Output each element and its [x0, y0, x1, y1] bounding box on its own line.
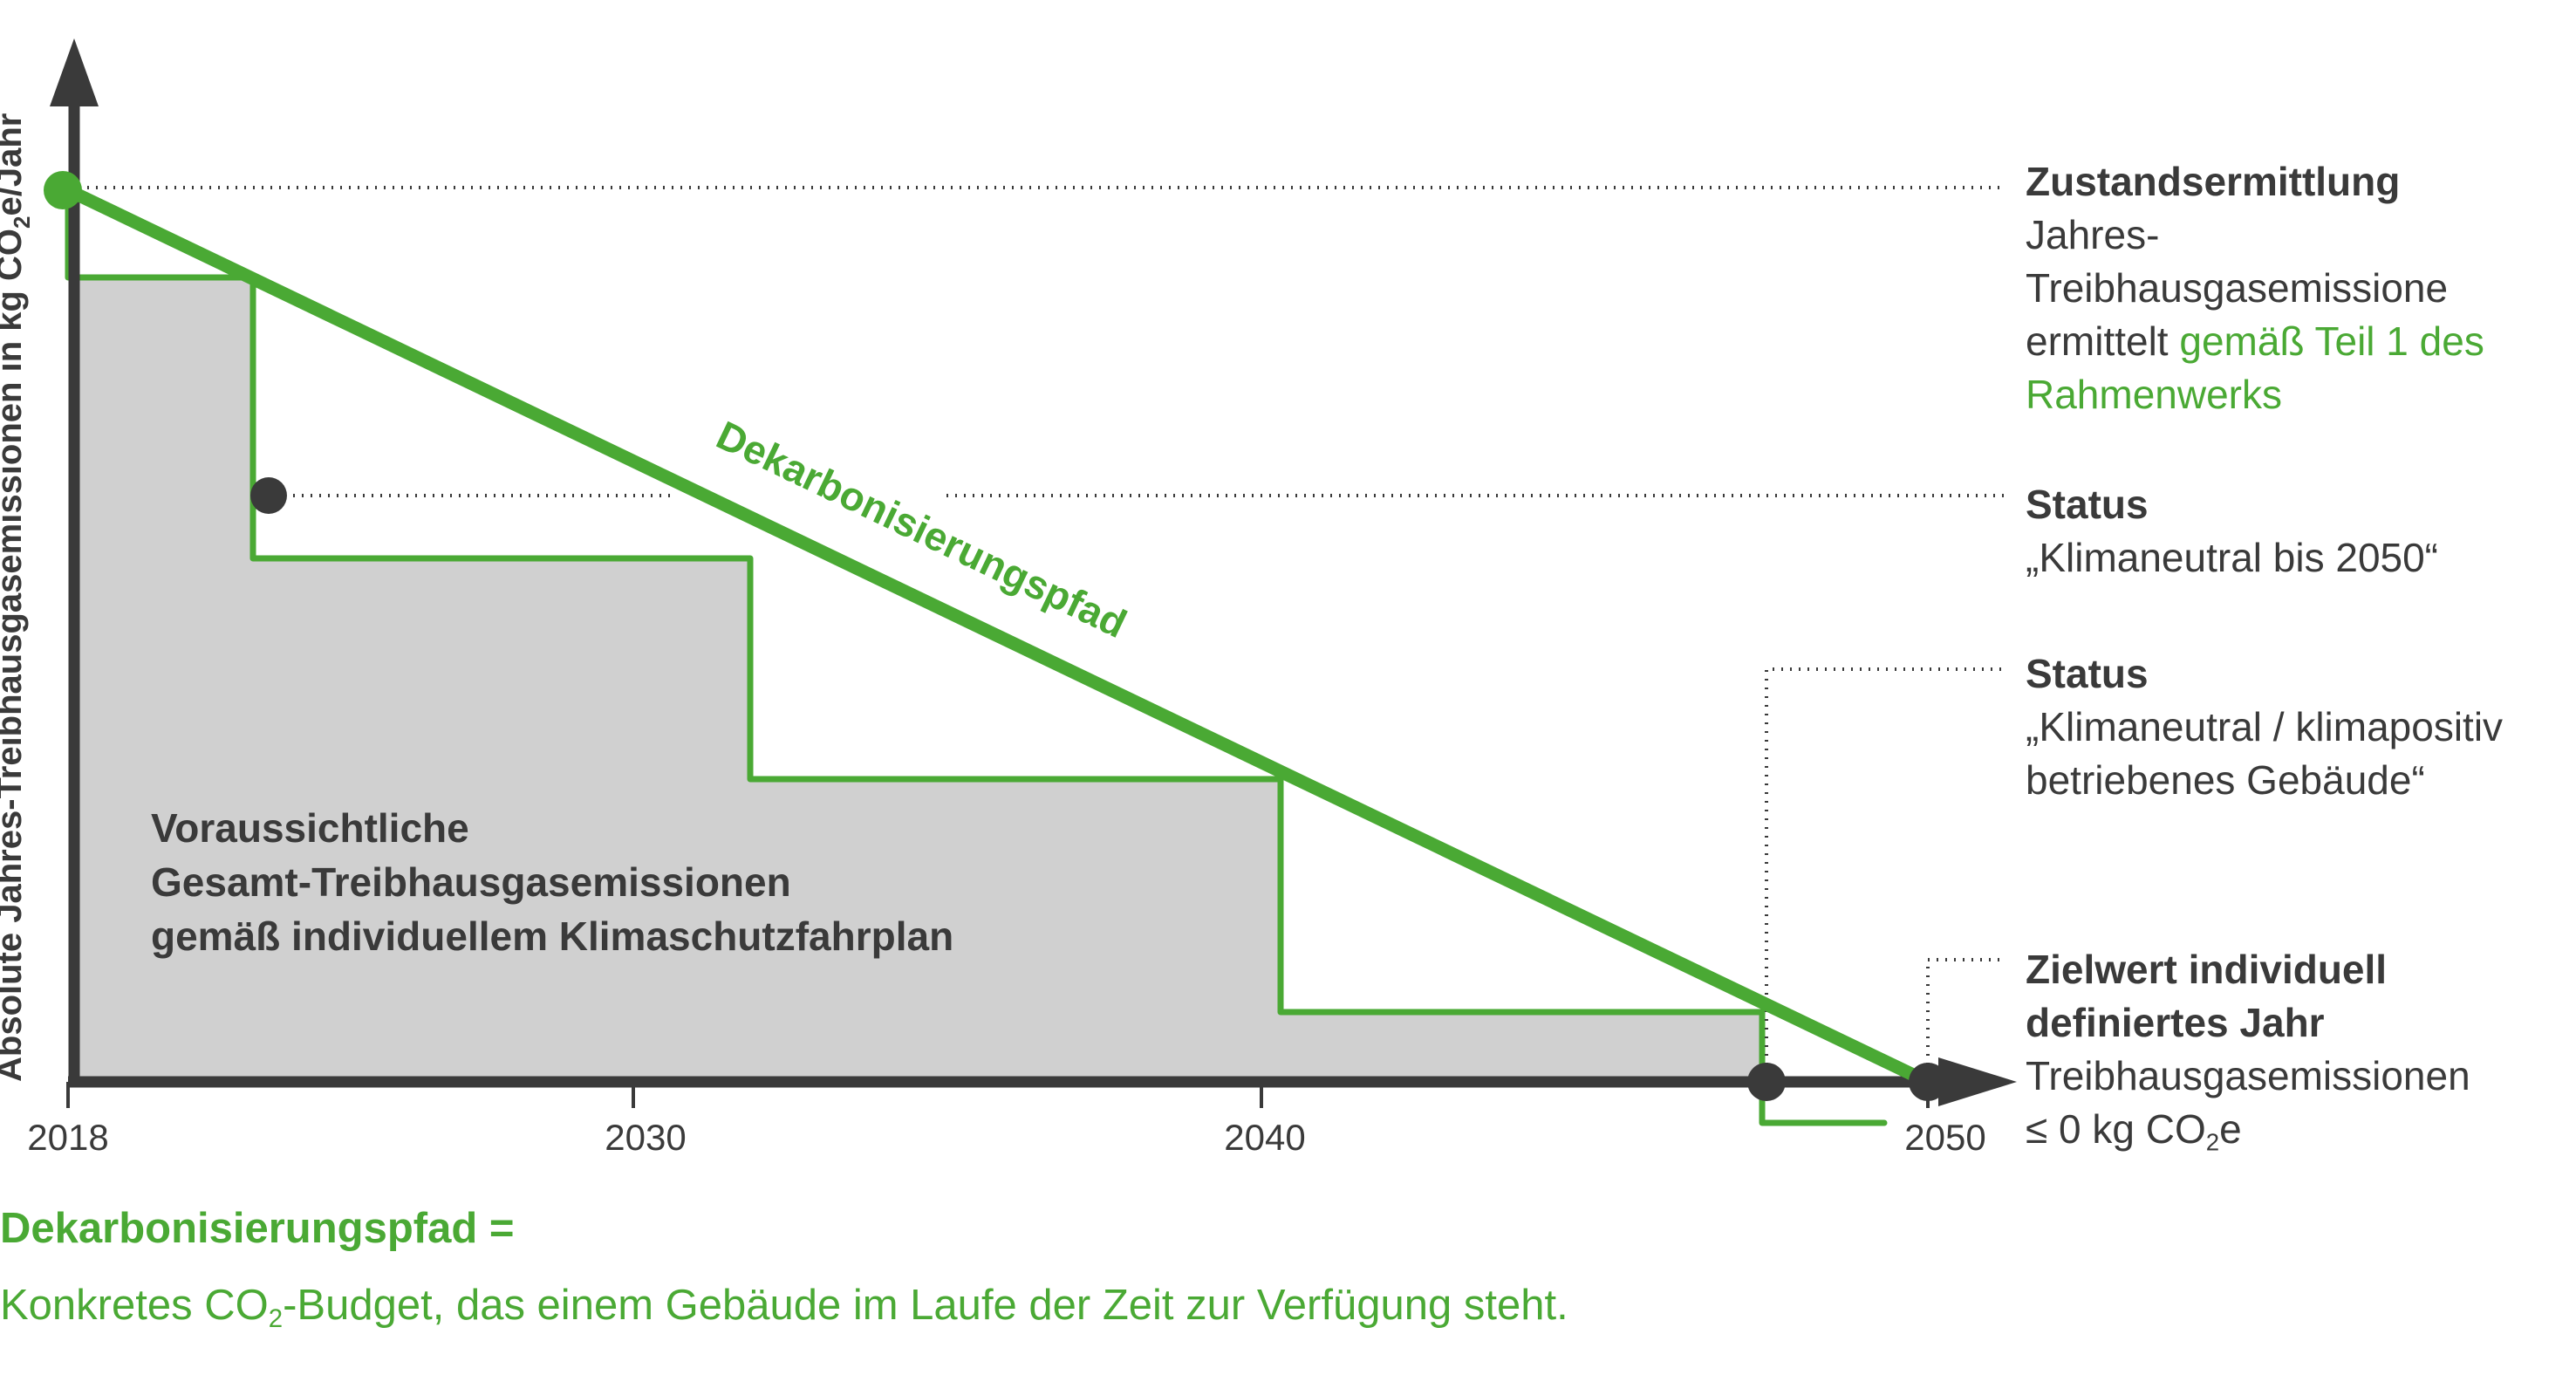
y-axis-label-sub: 2: [9, 216, 35, 228]
note-status-klimaneutral-title: Status: [2026, 651, 2149, 696]
leader-line-zielwert: [1926, 958, 2006, 1082]
note-zustand-line-2-green: gemäß Teil 1 des: [2179, 318, 2484, 364]
note-zielwert-line-2: ≤ 0 kg CO2e: [2026, 1103, 2470, 1156]
area-label-line-1: Voraussichtliche: [151, 805, 469, 851]
note-status-klimaneutral: Status „Klimaneutral / klimapositiv betr…: [2026, 647, 2503, 807]
note-zielwert-title-1: Zielwert individuell: [2026, 947, 2388, 992]
footer-text: Konkretes CO2-Budget, das einem Gebäude …: [0, 1281, 1568, 1333]
x-axis-arrow: [1938, 1057, 2017, 1106]
y-axis-arrow: [50, 38, 99, 106]
area-label: Voraussichtliche Gesamt-Treibhausgasemis…: [151, 805, 953, 959]
y-axis-label-main: Absolute Jahres-Treibhausgasemissionen i…: [0, 229, 29, 1082]
zielwert-marker: [1909, 1063, 1947, 1101]
x-tick-label-2018: 2018: [27, 1117, 108, 1158]
projected-emissions-area: [70, 190, 1762, 1082]
note-zustand-title: Zustandsermittlung: [2026, 159, 2401, 204]
note-zielwert-line-1: Treibhausgasemissionen: [2026, 1053, 2470, 1098]
note-status-2050-title: Status: [2026, 482, 2149, 527]
start-marker: [44, 171, 82, 209]
roadmap-step-line: [65, 187, 1888, 1126]
footer-text-suffix: -Budget, das einem Gebäude im Laufe der …: [283, 1282, 1568, 1329]
note-zustandsermittlung: Zustandsermittlung Jahres-Treibhausgasem…: [2026, 155, 2576, 421]
decarbonization-path-line: [56, 181, 1935, 1089]
note-status-2050: Status „Klimaneutral bis 2050“: [2026, 478, 2438, 585]
area-label-line-2: Gesamt-Treibhausgasemissionen: [151, 859, 791, 905]
note-zustand-line-3: Rahmenwerks: [2026, 372, 2282, 417]
note-zustand-line-2-plain: ermittelt: [2026, 318, 2180, 364]
footer-text-sub: 2: [268, 1303, 284, 1333]
note-zielwert: Zielwert individuell definiertes Jahr Tr…: [2026, 943, 2470, 1156]
note-zielwert-title-2: definiertes Jahr: [2026, 1000, 2325, 1045]
footer-title: Dekarbonisierungspfad =: [0, 1205, 515, 1252]
y-axis-label-suffix: e/Jahr: [0, 113, 29, 216]
area-label-line-3: gemäß individuellem Klimaschutzfahrplan: [151, 913, 953, 959]
note-status-2050-line-1: „Klimaneutral bis 2050“: [2026, 535, 2439, 580]
note-zustand-line-1: Jahres-Treibhausgasemissione: [2026, 212, 2449, 311]
note-status-klimaneutral-line-2: betriebenes Gebäude“: [2026, 757, 2425, 803]
klimaneutral-marker: [1747, 1063, 1786, 1101]
x-tick-label-2050: 2050: [1904, 1117, 1985, 1158]
note-zustand-line-2: ermittelt gemäß Teil 1 des: [2026, 315, 2576, 368]
x-tick-label-2030: 2030: [605, 1117, 686, 1158]
note-status-klimaneutral-line-1: „Klimaneutral / klimapositiv: [2026, 704, 2504, 749]
status-marker: [250, 477, 287, 514]
note-zielwert-line-2-sub: 2: [2205, 1128, 2220, 1156]
note-zielwert-line-2-suffix: e: [2219, 1106, 2242, 1152]
y-axis-label: Absolute Jahres-Treibhausgasemissionen i…: [0, 113, 35, 1082]
footer-text-prefix: Konkretes CO: [0, 1282, 269, 1329]
note-zielwert-line-2-prefix: ≤ 0 kg CO: [2026, 1106, 2206, 1152]
x-tick-label-2040: 2040: [1224, 1117, 1305, 1158]
